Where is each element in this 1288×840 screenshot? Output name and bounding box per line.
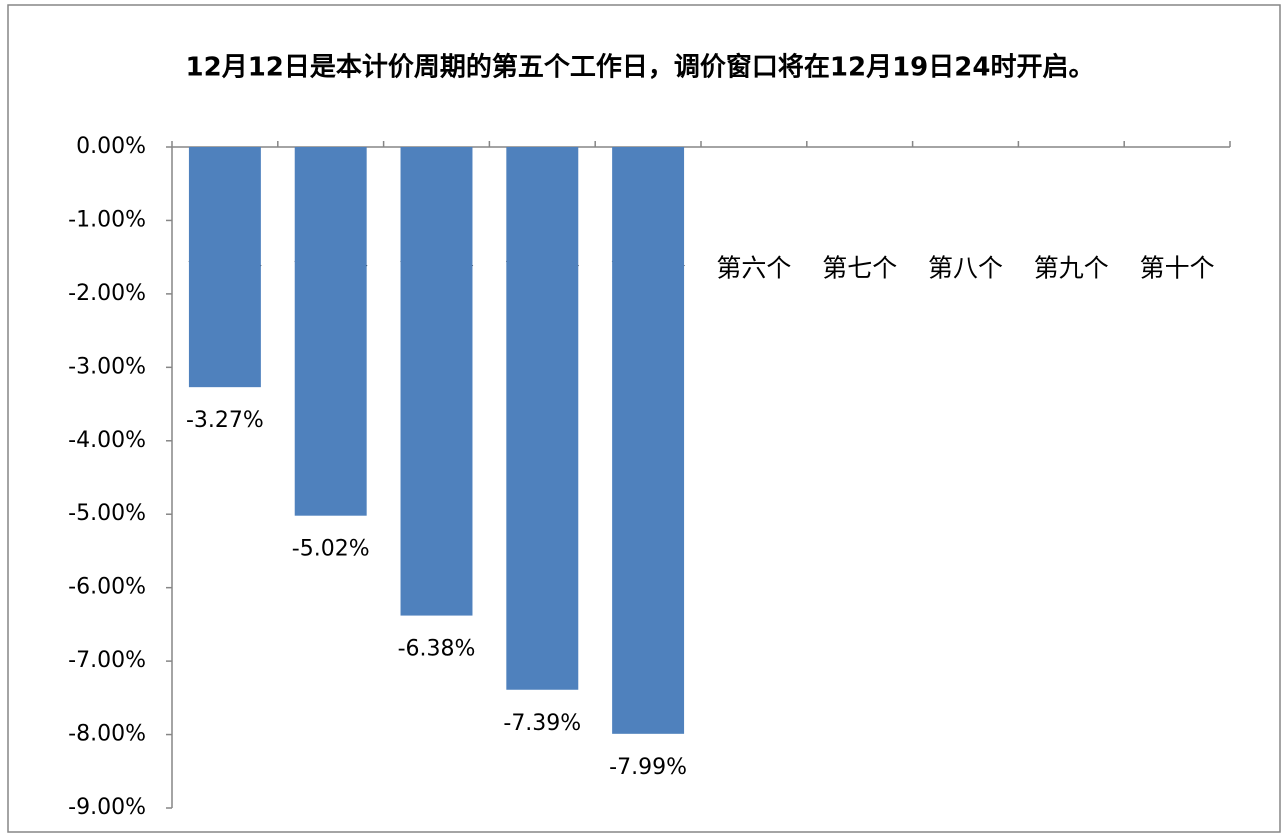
value-label: -7.39%: [503, 711, 581, 736]
y-tick-label: -2.00%: [68, 281, 146, 306]
x-tick-label: 第七个: [822, 254, 897, 283]
y-tick-label: 0.00%: [76, 134, 146, 159]
x-tick-label: 第十个: [1140, 254, 1215, 283]
x-tick-label: 第八个: [928, 254, 1003, 283]
y-tick-label: -7.00%: [68, 648, 146, 673]
bar: [506, 147, 579, 690]
bar: [294, 147, 367, 516]
x-tick-label: 第六个: [716, 254, 791, 283]
bar: [612, 147, 685, 734]
value-label: -7.99%: [609, 755, 687, 780]
value-label: -5.02%: [292, 537, 370, 562]
bar: [188, 147, 261, 388]
chart-title: 12月12日是本计价周期的第五个工作日，调价窗口将在12月19日24时开启。: [186, 52, 1095, 83]
y-tick-label: -1.00%: [68, 207, 146, 232]
x-tick-label: 第九个: [1034, 254, 1109, 283]
y-tick-label: -8.00%: [68, 722, 146, 747]
bar: [400, 147, 473, 616]
y-tick-label: -9.00%: [68, 795, 146, 820]
y-tick-label: -3.00%: [68, 354, 146, 379]
y-tick-label: -5.00%: [68, 501, 146, 526]
y-tick-label: -4.00%: [68, 428, 146, 453]
value-label: -3.27%: [186, 408, 264, 433]
y-tick-label: -6.00%: [68, 575, 146, 600]
value-label: -6.38%: [398, 637, 476, 662]
